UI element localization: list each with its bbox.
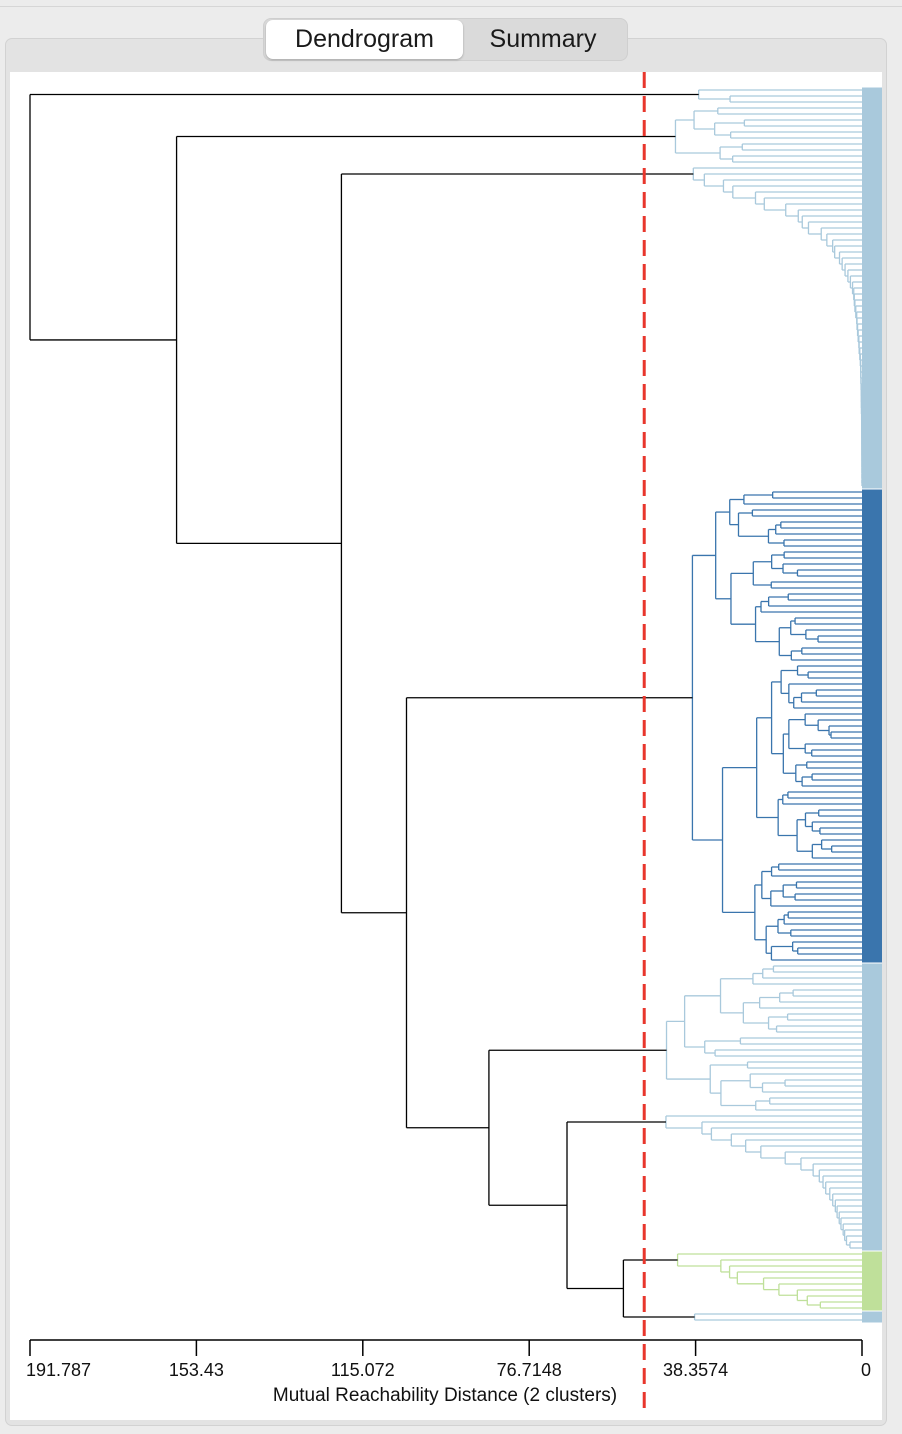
window-top-divider: [0, 6, 902, 7]
tab-dendrogram[interactable]: Dendrogram: [266, 20, 463, 59]
cluster-band-cluster_1: [862, 489, 882, 963]
cluster-band-noise: [862, 1311, 882, 1323]
view-segmented-control: Dendrogram Summary: [263, 18, 628, 61]
tab-summary[interactable]: Summary: [489, 25, 597, 53]
x-tick-label: 153.43: [169, 1360, 224, 1380]
x-axis-label: Mutual Reachability Distance (2 clusters…: [273, 1385, 617, 1406]
dendrogram-branches: [29, 89, 863, 1321]
x-axis: 191.787 153.43 115.072 76.7148 38.3574 0: [26, 1339, 871, 1380]
cluster-band-cluster_2: [862, 1251, 882, 1311]
cluster-band-noise: [862, 87, 882, 489]
x-tick-label: 38.3574: [663, 1360, 728, 1380]
x-tick-label: 0: [861, 1360, 871, 1380]
cluster-band-noise: [862, 963, 882, 1251]
x-tick-label: 115.072: [331, 1360, 395, 1380]
chart-canvas: [10, 72, 882, 1420]
x-tick-label: 76.7148: [497, 1360, 562, 1380]
cluster-color-bands: [862, 87, 882, 1323]
x-tick-label: 191.787: [26, 1360, 91, 1380]
